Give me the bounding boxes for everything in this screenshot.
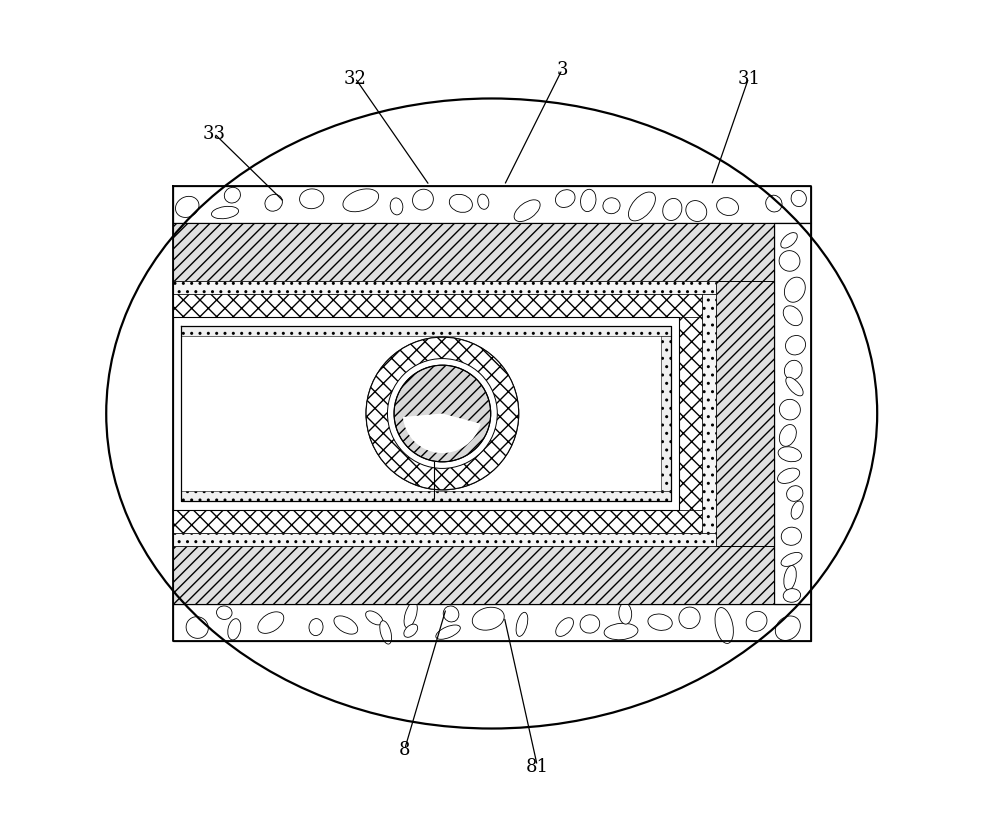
Ellipse shape <box>258 612 284 633</box>
Ellipse shape <box>783 306 802 326</box>
Ellipse shape <box>779 252 800 272</box>
Ellipse shape <box>211 207 239 219</box>
Ellipse shape <box>309 619 323 636</box>
Ellipse shape <box>781 527 802 546</box>
Bar <box>181 326 671 336</box>
Ellipse shape <box>449 195 472 213</box>
Ellipse shape <box>366 611 383 625</box>
Ellipse shape <box>784 361 802 380</box>
Ellipse shape <box>581 190 596 212</box>
Ellipse shape <box>778 469 800 484</box>
Ellipse shape <box>556 618 573 637</box>
Bar <box>173 510 702 533</box>
Ellipse shape <box>436 625 460 639</box>
Ellipse shape <box>781 553 802 566</box>
Ellipse shape <box>679 607 700 628</box>
Ellipse shape <box>791 191 806 207</box>
Ellipse shape <box>775 616 800 641</box>
Bar <box>173 282 716 295</box>
Ellipse shape <box>186 617 208 638</box>
Bar <box>173 318 679 510</box>
Bar <box>181 492 671 502</box>
Bar <box>702 295 716 533</box>
Ellipse shape <box>334 616 358 634</box>
Ellipse shape <box>413 190 433 211</box>
Ellipse shape <box>516 613 528 637</box>
Ellipse shape <box>472 608 504 630</box>
Bar <box>173 546 774 604</box>
Ellipse shape <box>106 99 877 729</box>
Ellipse shape <box>224 188 240 204</box>
Wedge shape <box>403 414 481 454</box>
Ellipse shape <box>380 621 392 644</box>
Bar <box>173 295 702 318</box>
Ellipse shape <box>443 606 459 622</box>
Bar <box>716 282 774 546</box>
Ellipse shape <box>784 566 796 590</box>
Ellipse shape <box>514 200 540 222</box>
Bar <box>173 533 716 546</box>
Circle shape <box>366 338 519 490</box>
Ellipse shape <box>300 190 324 209</box>
Bar <box>679 318 702 510</box>
Text: 32: 32 <box>343 70 366 88</box>
Bar <box>661 336 671 492</box>
Ellipse shape <box>787 486 803 502</box>
Ellipse shape <box>686 201 707 222</box>
Circle shape <box>394 366 491 462</box>
Ellipse shape <box>228 619 241 640</box>
Ellipse shape <box>404 624 418 638</box>
Ellipse shape <box>478 195 489 210</box>
Text: 81: 81 <box>526 757 549 775</box>
Ellipse shape <box>555 190 575 208</box>
Ellipse shape <box>390 199 403 215</box>
Ellipse shape <box>779 400 800 421</box>
Ellipse shape <box>603 199 620 214</box>
Ellipse shape <box>217 606 232 619</box>
Bar <box>774 224 811 604</box>
Bar <box>173 224 774 282</box>
Ellipse shape <box>648 614 672 631</box>
Text: 8: 8 <box>399 740 410 758</box>
Ellipse shape <box>604 623 638 640</box>
Ellipse shape <box>785 336 806 355</box>
Ellipse shape <box>778 447 801 462</box>
Ellipse shape <box>783 589 801 603</box>
Bar <box>173 604 811 642</box>
Ellipse shape <box>781 233 797 248</box>
Ellipse shape <box>265 195 282 212</box>
Ellipse shape <box>628 193 655 222</box>
Circle shape <box>366 338 519 490</box>
Ellipse shape <box>715 608 733 643</box>
Ellipse shape <box>784 278 805 303</box>
Circle shape <box>387 359 497 469</box>
Text: 33: 33 <box>202 125 225 143</box>
Ellipse shape <box>404 602 417 628</box>
Ellipse shape <box>717 199 739 216</box>
Ellipse shape <box>580 615 600 633</box>
Ellipse shape <box>766 196 782 213</box>
Ellipse shape <box>746 612 767 632</box>
Ellipse shape <box>779 425 796 447</box>
Text: 31: 31 <box>737 70 760 88</box>
Ellipse shape <box>663 200 682 221</box>
Ellipse shape <box>786 378 803 397</box>
Ellipse shape <box>343 190 379 213</box>
Ellipse shape <box>791 502 803 520</box>
Bar <box>173 186 811 224</box>
Ellipse shape <box>175 197 199 219</box>
Text: 3: 3 <box>556 61 568 79</box>
Ellipse shape <box>619 604 632 624</box>
